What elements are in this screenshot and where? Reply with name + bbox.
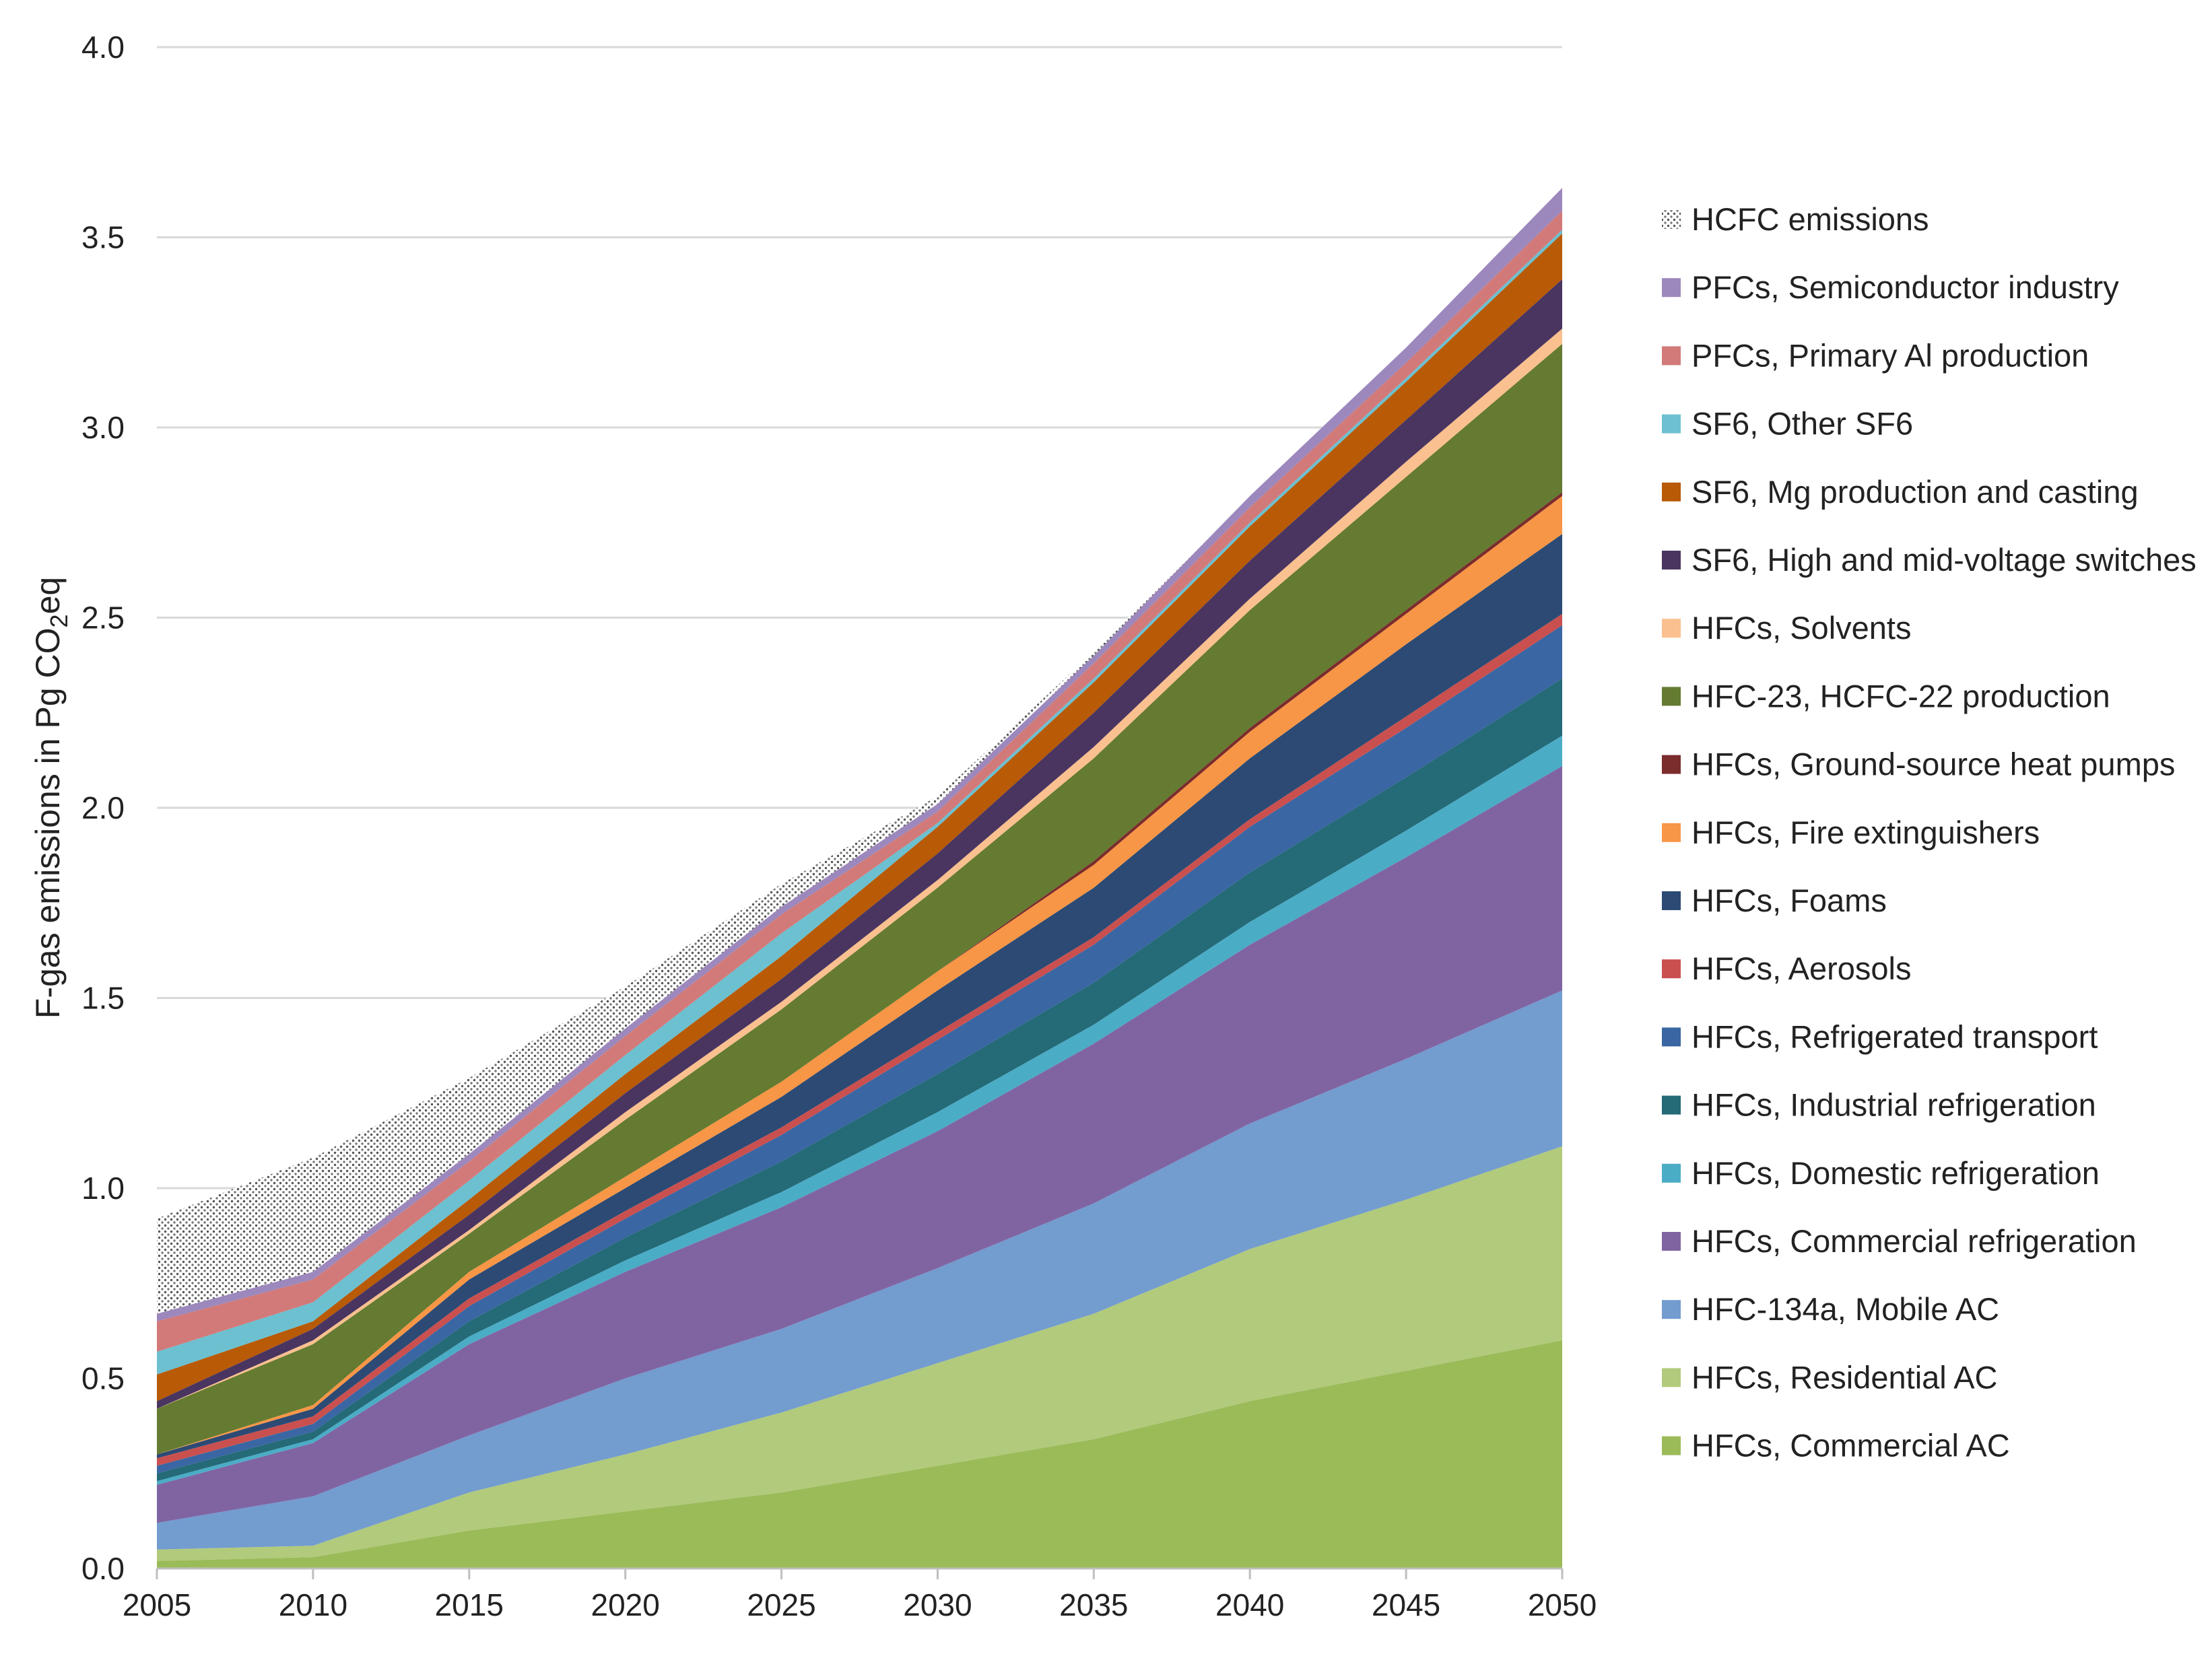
legend-swatch [1662,551,1681,570]
legend-label: HFCs, Ground-source heat pumps [1691,747,2175,782]
x-tick-label: 2015 [435,1587,504,1622]
legend-item: HFCs, Ground-source heat pumps [1662,747,2175,782]
legend-item: SF6, Mg production and casting [1662,474,2139,510]
x-tick-label: 2035 [1059,1587,1128,1622]
y-tick-label: 0.0 [81,1551,125,1586]
x-tick-label: 2050 [1528,1587,1597,1622]
legend-label: HFCs, Residential AC [1691,1359,1998,1395]
legend-item: HFCs, Refrigerated transport [1662,1019,2098,1054]
legend-swatch [1662,1095,1681,1115]
y-tick-label: 3.5 [81,220,125,255]
y-tick-label: 3.0 [81,410,125,445]
legend-swatch [1662,1163,1681,1183]
legend-label: SF6, Mg production and casting [1691,474,2139,510]
legend-label: SF6, Other SF6 [1691,406,1913,442]
legend-label: HFCs, Commercial AC [1691,1428,2010,1463]
legend-item: HFCs, Residential AC [1662,1359,1998,1395]
x-tick-label: 2040 [1215,1587,1284,1622]
legend-item: HFCs, Aerosols [1662,951,1911,986]
legend-item: HFCs, Domestic refrigeration [1662,1155,2100,1191]
legend-item: SF6, Other SF6 [1662,406,1913,442]
legend-swatch [1662,414,1681,434]
legend-item: HFC-134a, Mobile AC [1662,1291,1999,1327]
legend-item: PFCs, Primary Al production [1662,337,2089,373]
legend-item: SF6, High and mid-voltage switches [1662,542,2197,578]
y-tick-label: 1.0 [81,1171,125,1206]
legend-swatch [1662,482,1681,502]
area-hcfc-emissions [157,188,1562,1314]
legend-swatch [1662,278,1681,298]
legend-label: HFCs, Foams [1691,883,1887,918]
legend-label: HFCs, Domestic refrigeration [1691,1155,2100,1191]
legend: HCFC emissions PFCs, Semiconductor indust… [1662,201,2197,1463]
legend-label: HFCs, Fire extinguishers [1691,815,2040,850]
axes: 0.0 0.5 1.0 1.5 2.0 2.5 3.0 3.5 4.0 2005 2010 2015 2… [81,30,1597,1622]
legend-item: HFCs, Commercial refrigeration [1662,1223,2137,1259]
legend-swatch [1662,687,1681,706]
area-hfcs-commercial-ac [157,1340,1562,1569]
x-tick-label: 2030 [903,1587,972,1622]
legend-label: HFCs, Aerosols [1691,951,1911,986]
y-tick-label: 4.0 [81,30,125,65]
legend-label: PFCs, Semiconductor industry [1691,269,2119,305]
legend-item: HFC-23, HCFC-22 production [1662,678,2110,714]
y-tick-label: 2.0 [81,790,125,825]
legend-item: PFCs, Semiconductor industry [1662,269,2119,305]
x-tick-label: 2025 [747,1587,815,1622]
y-tick-label: 0.5 [81,1361,125,1396]
legend-swatch [1662,1368,1681,1387]
y-tick-label: 1.5 [81,981,125,1016]
legend-swatch [1662,1300,1681,1319]
x-tick-label: 2005 [123,1587,191,1622]
legend-swatch [1662,755,1681,774]
legend-label: HFCs, Refrigerated transport [1691,1019,2098,1054]
legend-swatch [1662,210,1681,229]
legend-item: HFCs, Fire extinguishers [1662,815,2040,850]
legend-swatch [1662,346,1681,366]
legend-label: HFC-23, HCFC-22 production [1691,678,2110,714]
legend-item: HFCs, Commercial AC [1662,1428,2010,1463]
legend-item: HFCs, Foams [1662,883,1887,918]
legend-swatch [1662,1027,1681,1047]
legend-label: HFCs, Solvents [1691,610,1911,646]
legend-swatch [1662,823,1681,842]
area-hfcs-commercial-refrigeration [157,765,1562,1523]
y-tick-label: 2.5 [81,600,125,635]
legend-label: HFC-134a, Mobile AC [1691,1291,1999,1327]
legend-swatch [1662,891,1681,910]
legend-swatch [1662,1232,1681,1251]
legend-item: HFCs, Solvents [1662,610,1911,646]
x-tick-label: 2020 [591,1587,659,1622]
legend-swatch [1662,619,1681,638]
legend-item: HCFC emissions [1662,201,1929,237]
area-series-layer [157,188,1562,1569]
legend-label: PFCs, Primary Al production [1691,337,2089,373]
legend-label: HFCs, Industrial refrigeration [1691,1087,2096,1123]
legend-item: HFCs, Industrial refrigeration [1662,1087,2096,1123]
x-tick-label: 2045 [1372,1587,1440,1622]
legend-swatch [1662,1436,1681,1455]
legend-label: HCFC emissions [1691,201,1929,237]
legend-label: HFCs, Commercial refrigeration [1691,1223,2137,1259]
legend-swatch [1662,959,1681,979]
x-tick-label: 2010 [279,1587,347,1622]
y-axis-title: F-gas emissions in Pg CO2eq [29,577,73,1019]
area-hfcs-residential-ac [157,1146,1562,1561]
legend-label: SF6, High and mid-voltage switches [1691,542,2197,578]
